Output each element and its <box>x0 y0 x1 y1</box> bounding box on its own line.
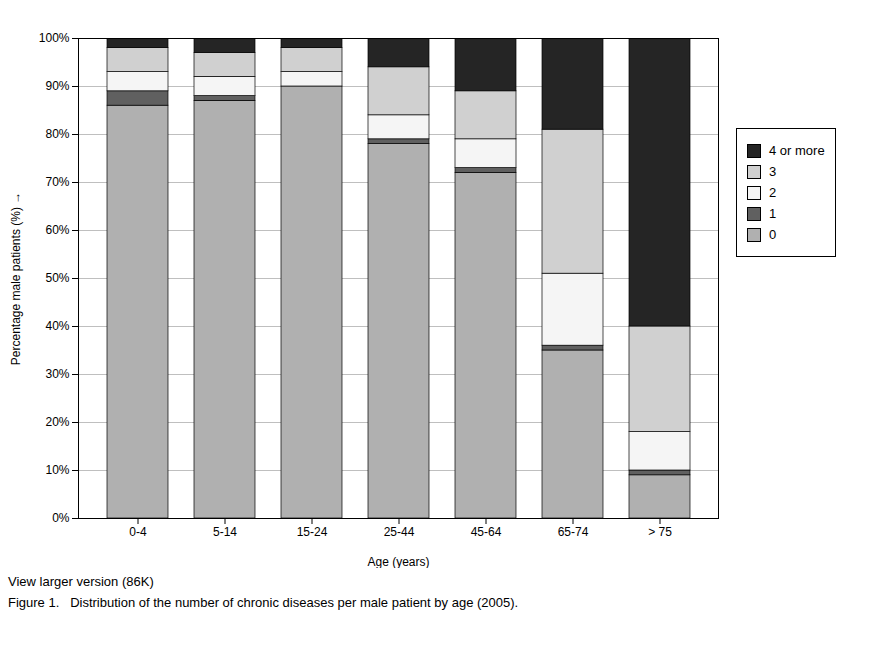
html-text:1: 1 <box>769 206 777 221</box>
svg-text:10%: 10% <box>45 463 69 477</box>
svg-text:Percentage male patients (%) →: Percentage male patients (%) → <box>9 192 23 365</box>
svg-text:50%: 50% <box>45 271 69 285</box>
html-text:Figure 1. Distribution of the: Figure 1. Distribution of the number of … <box>8 595 519 610</box>
html-text:2: 2 <box>769 185 777 200</box>
svg-text:25-44: 25-44 <box>384 525 415 539</box>
svg-text:65-74: 65-74 <box>558 525 589 539</box>
svg-text:40%: 40% <box>45 319 69 333</box>
svg-text:45-64: 45-64 <box>471 525 502 539</box>
svg-text:0-4: 0-4 <box>129 525 147 539</box>
html-text:View larger version (86K): View larger version (86K) <box>8 574 154 589</box>
svg-text:20%: 20% <box>45 415 69 429</box>
svg-text:90%: 90% <box>45 79 69 93</box>
svg-text:Age (years): Age (years) <box>367 555 429 569</box>
svg-text:> 75: > 75 <box>648 525 672 539</box>
html-text:0: 0 <box>769 227 777 242</box>
svg-text:70%: 70% <box>45 175 69 189</box>
svg-text:100%: 100% <box>39 31 70 45</box>
svg-text:80%: 80% <box>45 127 69 141</box>
svg-text:30%: 30% <box>45 367 69 381</box>
html-text:3: 3 <box>769 164 777 179</box>
svg-text:60%: 60% <box>45 223 69 237</box>
svg-text:0%: 0% <box>52 511 70 525</box>
html-text:4 or more: 4 or more <box>769 143 825 158</box>
svg-text:5-14: 5-14 <box>213 525 237 539</box>
svg-text:15-24: 15-24 <box>297 525 328 539</box>
